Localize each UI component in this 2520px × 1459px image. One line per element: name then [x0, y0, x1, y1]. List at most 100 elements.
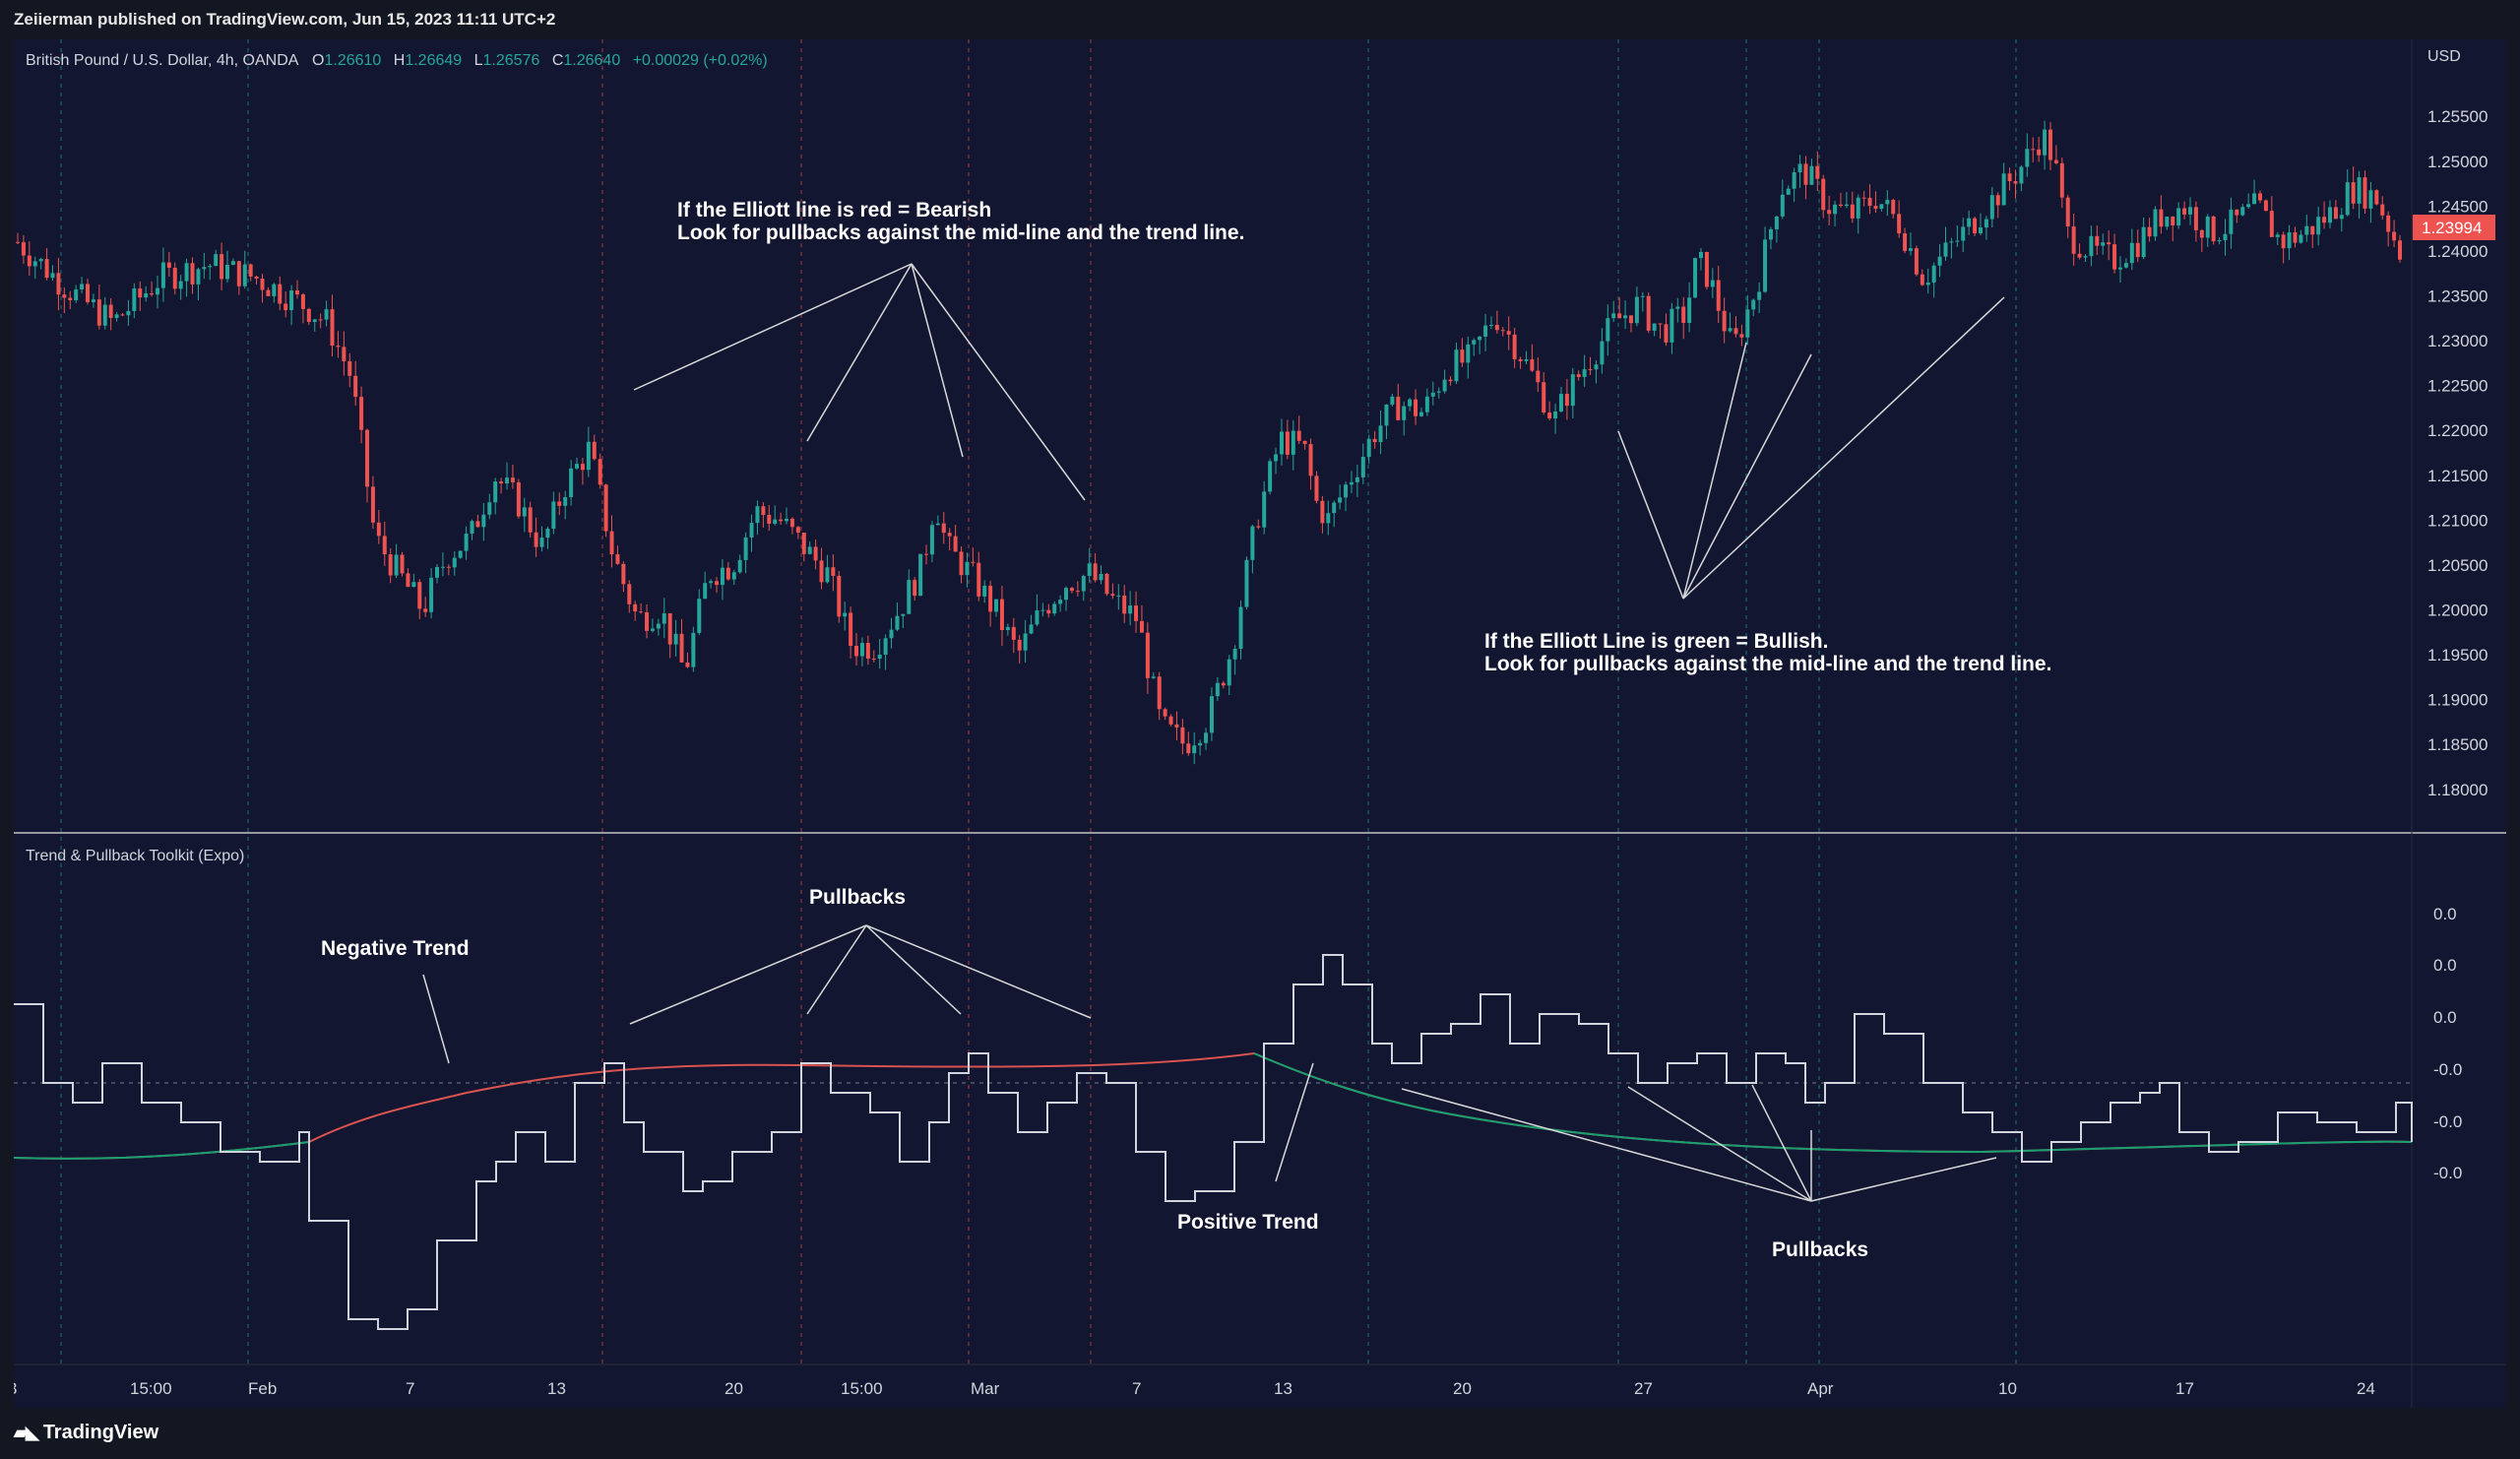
chart-svg[interactable]: 1.25500 1.25000 1.24500 1.24000 1.23500 1.230…: [8, 39, 2506, 1408]
candle-body: [691, 632, 696, 667]
price-tick: 1.20500: [2427, 556, 2488, 575]
candle-body: [1536, 370, 1541, 383]
candle-body: [1256, 526, 1261, 528]
footer: ▰◣ TradingView: [0, 1408, 2520, 1459]
candle-body: [1268, 461, 1273, 492]
candle-body: [2252, 193, 2257, 205]
candle-body: [854, 646, 859, 657]
candle-body: [1512, 334, 1517, 359]
candle-body: [813, 546, 818, 561]
candle-body: [598, 459, 602, 485]
candle-body: [1396, 396, 1401, 420]
candle-body: [1652, 323, 1657, 331]
candle-body: [1005, 626, 1010, 631]
tradingview-logo[interactable]: ▰◣ TradingView: [14, 1422, 158, 1444]
candle-body: [1344, 484, 1349, 498]
candle-body: [2293, 232, 2298, 243]
candle-body: [1285, 431, 1290, 455]
candle-body: [108, 304, 113, 318]
candle-body: [807, 546, 812, 554]
candle-body: [1623, 315, 1628, 319]
candle-body: [138, 288, 143, 298]
last-price-badge-bg: [2413, 215, 2495, 240]
candle-body: [56, 273, 61, 295]
candle-body: [528, 507, 533, 533]
candle-body: [493, 481, 498, 503]
candle-body: [2176, 208, 2181, 225]
oscillator-axis[interactable]: 0.0 0.0 0.0 -0.0 -0.0 -0.0: [2433, 905, 2462, 1182]
osc-tick: 0.0: [2433, 905, 2457, 923]
candle-body: [470, 521, 474, 535]
candle-body: [376, 522, 381, 537]
candle-body: [214, 254, 219, 267]
candle-body: [289, 290, 294, 311]
candle-body: [2117, 267, 2122, 270]
candle-body: [1838, 204, 1843, 207]
candle-body: [86, 284, 91, 302]
annotation-negative-trend: Negative Trend: [321, 937, 470, 960]
candle-body: [2345, 182, 2350, 216]
candle-body: [1628, 315, 1633, 324]
candle-body: [1786, 188, 1791, 195]
candle-body: [2059, 162, 2064, 198]
candle-body: [1274, 454, 1279, 462]
candle-body: [1885, 200, 1890, 205]
candle-body: [1418, 412, 1423, 416]
candle-body: [1232, 648, 1237, 660]
time-tick: Mar: [971, 1379, 1000, 1398]
candle-body: [1582, 369, 1587, 377]
candle-body: [1488, 324, 1493, 326]
candle-body: [278, 284, 283, 304]
time-tick: 20: [724, 1379, 743, 1398]
indicator-title[interactable]: Trend & Pullback Toolkit (Expo): [26, 848, 244, 864]
price-tick: 1.24000: [2427, 242, 2488, 261]
time-tick: 13: [1274, 1379, 1292, 1398]
candle-body: [901, 613, 906, 616]
candle-body: [2380, 204, 2385, 216]
candle-body: [1069, 588, 1074, 592]
candle-body: [1943, 242, 1948, 257]
candle-body: [1151, 676, 1156, 678]
candle-body: [347, 361, 352, 376]
candle-body: [575, 464, 580, 469]
chart-area[interactable]: 1.25500 1.25000 1.24500 1.24000 1.23500 1.230…: [8, 39, 2506, 1408]
candle-body: [1658, 323, 1663, 325]
time-tick: 7: [406, 1379, 414, 1398]
candle-body: [1768, 228, 1773, 240]
candle-body: [941, 523, 946, 534]
candle-body: [569, 468, 574, 497]
candle-body: [1809, 165, 1814, 185]
candle-body: [2257, 193, 2262, 201]
candle-body: [2246, 204, 2251, 208]
candle-body: [639, 611, 644, 613]
candle-body: [871, 658, 876, 660]
candle-body: [50, 273, 55, 279]
candle-body: [62, 294, 67, 298]
candle-body: [1925, 282, 1930, 285]
tradingview-icon: ▰◣: [14, 1423, 39, 1442]
candle-body: [1867, 197, 1872, 207]
symbol-title[interactable]: British Pound / U.S. Dollar, 4h, OANDA O…: [26, 52, 768, 69]
trend-line-start: [13, 1141, 310, 1160]
candle-body: [1332, 502, 1337, 514]
pullbacks-bottom-arrows: [1401, 1084, 1997, 1202]
candle-body: [2223, 233, 2228, 241]
candle-body: [895, 615, 900, 630]
price-axis[interactable]: 1.25500 1.25000 1.24500 1.24000 1.23500 1.230…: [2427, 107, 2488, 799]
candle-body: [795, 527, 800, 534]
elliott-line: [14, 954, 2413, 1330]
candle-body: [318, 319, 323, 321]
candle-body: [2263, 200, 2268, 212]
candle-body: [1460, 349, 1465, 363]
candle-body: [1040, 609, 1045, 611]
candle-body: [160, 262, 165, 288]
candle-body: [785, 518, 789, 522]
candle-body: [1296, 430, 1301, 441]
candle-body: [32, 261, 37, 267]
candle-body: [2269, 211, 2274, 237]
candle-body: [1472, 340, 1477, 345]
candle-body: [1414, 399, 1418, 416]
candle-body: [1873, 206, 1878, 210]
candle-body: [220, 254, 224, 280]
time-axis[interactable]: 3 15:00 Feb 7 13 20 15:00 Mar 7 13 20 27 Apr 10 17 24: [8, 1379, 2375, 1398]
